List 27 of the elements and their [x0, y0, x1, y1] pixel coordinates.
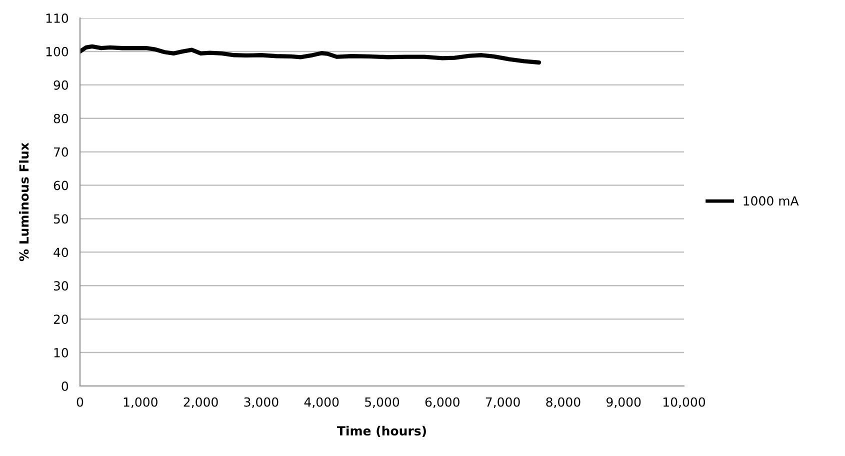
x-tick-label: 5,000 — [365, 397, 400, 408]
y-tick-label: 90 — [54, 80, 68, 90]
y-tick-label: 40 — [54, 248, 68, 258]
x-tick-label: 7,000 — [486, 397, 520, 408]
y-tick-label: 30 — [54, 281, 68, 291]
legend-label: 1000 mA — [744, 196, 799, 206]
x-tick-label: 6,000 — [425, 397, 460, 408]
x-axis-title: Time (hours) — [337, 426, 426, 438]
x-tick-label: 10,000 — [664, 397, 706, 408]
x-tick-label: 2,000 — [184, 397, 218, 408]
y-tick-label: 20 — [54, 314, 68, 324]
x-tick-label: 0 — [76, 397, 84, 407]
x-tick-label: 4,000 — [304, 397, 339, 408]
y-tick-label: 80 — [54, 114, 68, 124]
x-tick-label: 8,000 — [546, 397, 580, 408]
y-tick-label: 50 — [54, 214, 68, 224]
y-tick-label: 0 — [62, 381, 68, 391]
y-tick-label: 100 — [46, 46, 68, 56]
y-tick-label: 110 — [46, 13, 68, 23]
line-series — [80, 44, 542, 65]
x-tick-label: 3,000 — [244, 397, 278, 408]
x-tick-label: 9,000 — [606, 397, 641, 408]
x-tick-label: 1,000 — [124, 397, 158, 408]
y-axis-title: % Luminous Flux — [19, 142, 29, 262]
y-tick-label: 70 — [54, 147, 68, 157]
y-tick-label: 10 — [54, 348, 68, 358]
y-tick-label: 60 — [54, 180, 68, 190]
